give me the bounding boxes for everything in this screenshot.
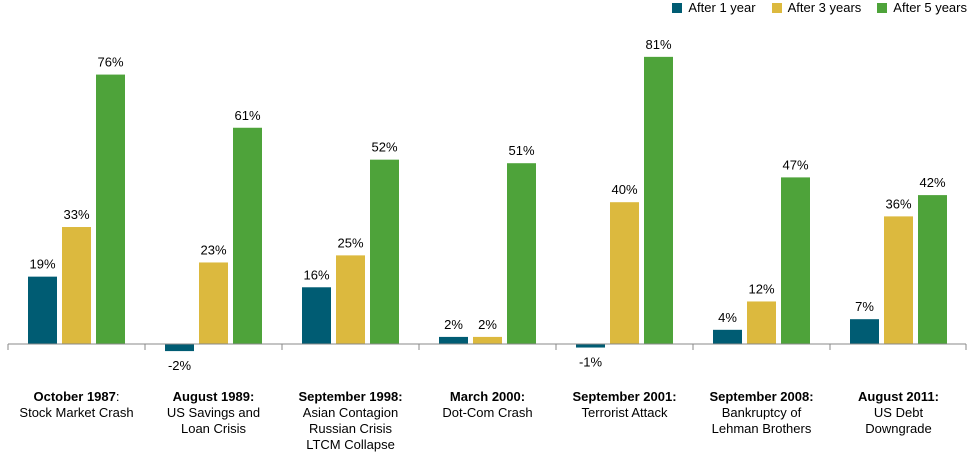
category-title: September 2008:	[709, 389, 814, 404]
category-title: March 2000:	[449, 389, 526, 404]
category-label: March 2000: Dot-Com Crash	[418, 389, 558, 421]
data-label: 42%	[919, 175, 945, 190]
data-label: 16%	[303, 267, 329, 282]
bar-after-1-year-1	[165, 344, 194, 352]
category-title: October 1987:	[33, 389, 120, 404]
legend-swatch	[771, 2, 782, 13]
category-description: US Savings and	[166, 405, 261, 420]
bar-after-5-years-4	[644, 56, 673, 344]
category-label: September 2001: Terrorist Attack	[555, 389, 695, 421]
bar-after-3-years-5	[747, 301, 776, 344]
category-title: September 2001:	[572, 389, 677, 404]
bar-after-1-year-5	[713, 329, 742, 344]
legend-item-after-5-years: After 5 years	[877, 0, 967, 15]
data-label: 47%	[782, 157, 808, 172]
data-label: 51%	[508, 143, 534, 158]
bar-after-3-years-6	[884, 216, 913, 344]
category-description: Bankruptcy of	[721, 405, 802, 420]
category-description: Asian Contagion	[302, 405, 399, 420]
data-label: 2%	[444, 317, 463, 332]
data-label: 25%	[337, 235, 363, 250]
legend-swatch	[877, 2, 888, 13]
bar-after-3-years-4	[610, 202, 639, 344]
bar-after-5-years-1	[233, 127, 262, 344]
bar-after-3-years-3	[473, 336, 502, 344]
bar-after-1-year-4	[576, 344, 605, 348]
data-label: 19%	[29, 257, 55, 272]
data-label: -2%	[168, 358, 192, 373]
category-label: September 1998: Asian Contagion Russian Cr…	[281, 389, 421, 453]
data-label: 76%	[97, 55, 123, 70]
data-label: 40%	[611, 182, 637, 197]
category-label: September 2008: Bankruptcy of Lehman Broth…	[692, 389, 832, 437]
category-description: US Debt	[873, 405, 924, 420]
category-description: Dot-Com Crash	[442, 405, 533, 420]
data-label: 36%	[885, 196, 911, 211]
category-description: Loan Crisis	[180, 421, 247, 436]
legend-swatch	[672, 2, 683, 13]
bar-after-5-years-2	[370, 159, 399, 344]
category-title: September 1998:	[298, 389, 403, 404]
data-label: 12%	[748, 281, 774, 296]
bar-after-5-years-6	[918, 195, 947, 344]
category-label: August 2011: US Debt Downgrade	[829, 389, 969, 437]
data-label: 81%	[645, 37, 671, 52]
category-description: Stock Market Crash	[19, 405, 134, 420]
bar-after-3-years-1	[199, 262, 228, 344]
data-label: 33%	[63, 207, 89, 222]
bar-after-5-years-0	[96, 74, 125, 344]
legend-item-after-1-year: After 1 year	[672, 0, 756, 15]
legend-label: After 3 years	[787, 0, 862, 15]
data-label: 52%	[371, 140, 397, 155]
category-description: Lehman Brothers	[711, 421, 812, 436]
bar-after-3-years-2	[336, 255, 365, 344]
bar-after-1-year-0	[28, 276, 57, 344]
category-label: August 1989: US Savings and Loan Crisis	[144, 389, 284, 437]
bar-after-5-years-3	[507, 163, 536, 344]
bar-after-1-year-6	[850, 319, 879, 344]
bar-after-5-years-5	[781, 177, 810, 344]
category-description: Downgrade	[865, 421, 932, 436]
category-description: Russian Crisis	[308, 421, 393, 436]
data-label: 23%	[200, 242, 226, 257]
category-title: August 2011:	[858, 389, 939, 404]
data-label: 7%	[855, 299, 874, 314]
data-label: -1%	[579, 355, 603, 370]
bar-after-3-years-0	[62, 227, 91, 344]
bar-after-1-year-2	[302, 287, 331, 344]
data-label: 2%	[478, 317, 497, 332]
legend-label: After 5 years	[893, 0, 967, 15]
bar-after-1-year-3	[439, 336, 468, 344]
category-title: August 1989:	[172, 389, 255, 404]
legend-label: After 1 year	[688, 0, 756, 15]
category-description: LTCM Collapse	[306, 437, 395, 452]
legend: After 1 year After 3 years After 5 years	[672, 0, 967, 15]
category-label: October 1987: Stock Market Crash	[7, 389, 147, 421]
category-description: Terrorist Attack	[581, 405, 668, 420]
data-label: 61%	[234, 108, 260, 123]
legend-item-after-3-years: After 3 years	[771, 0, 862, 15]
data-label: 4%	[718, 310, 737, 325]
